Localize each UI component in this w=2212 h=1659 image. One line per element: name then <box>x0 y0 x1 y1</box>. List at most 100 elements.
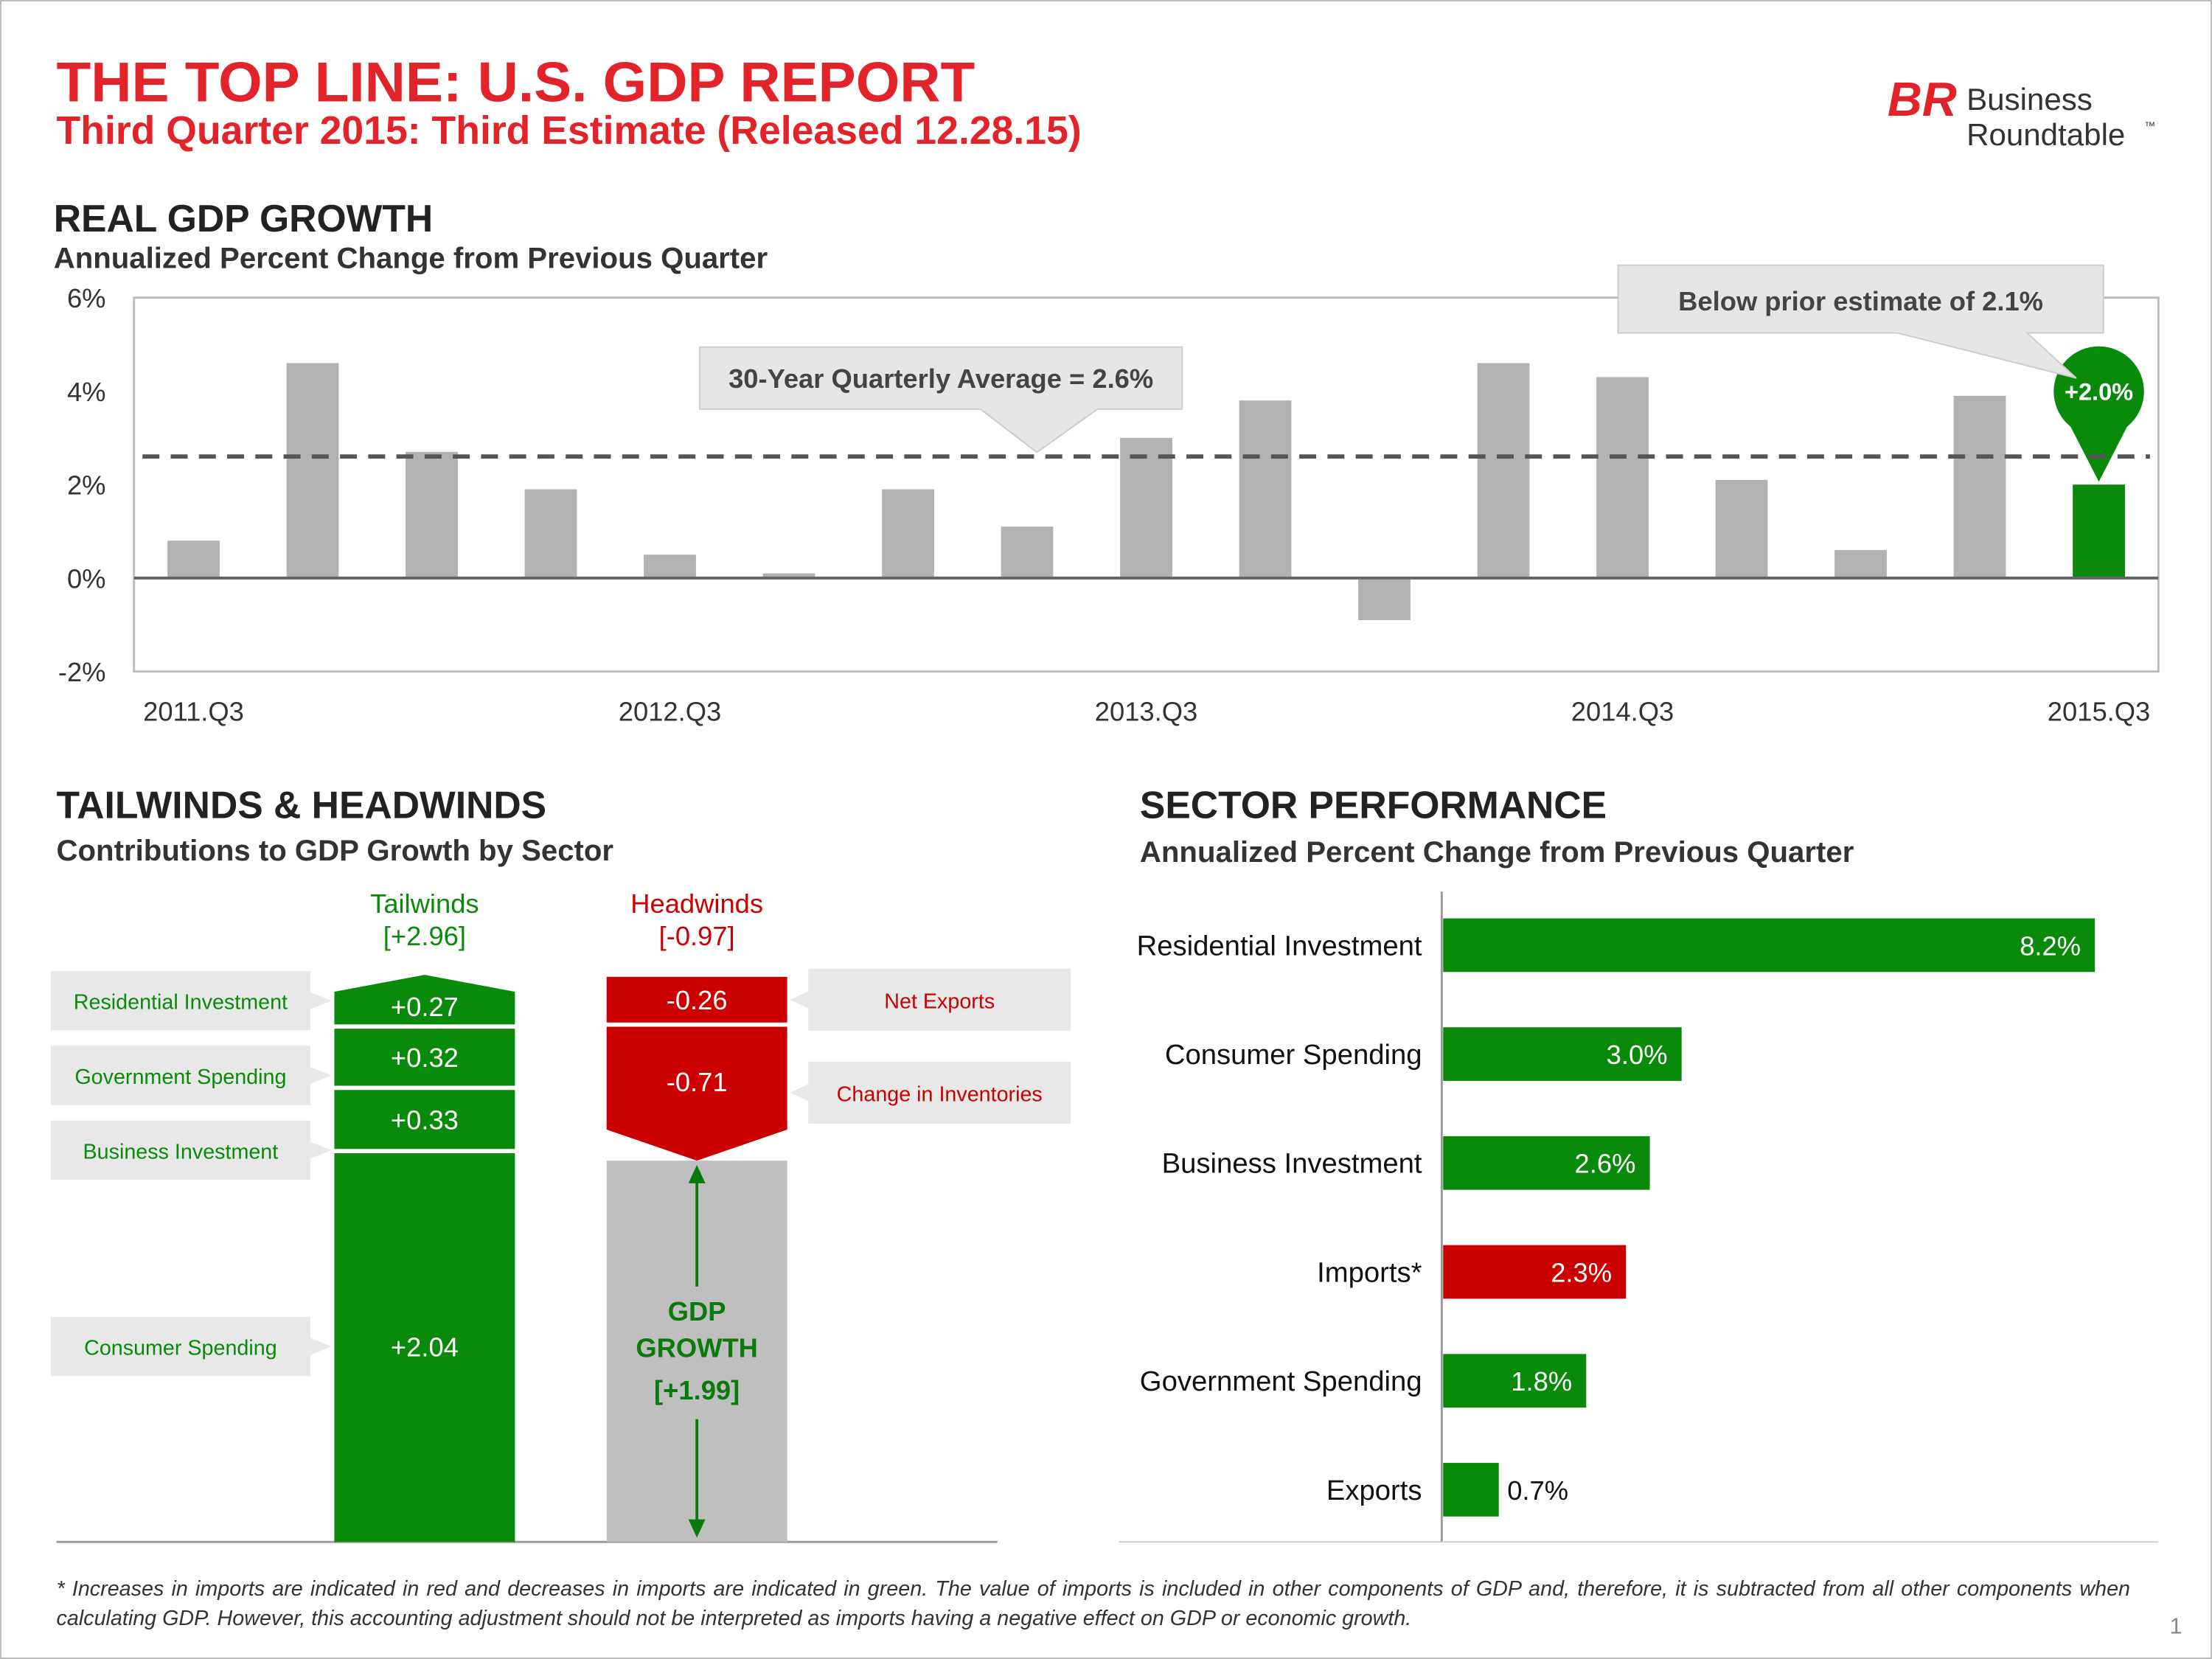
callout-box <box>50 1120 310 1180</box>
reference-callout <box>699 346 1183 453</box>
logo-line1: Business <box>1966 82 2093 116</box>
footnote: * Increases in imports are indicated in … <box>56 1577 2131 1631</box>
bar <box>1443 1463 1499 1517</box>
x-tick-label: 2013.Q3 <box>1095 697 1197 727</box>
result-value: [+1.99] <box>654 1375 740 1405</box>
segment-label: +2.04 <box>391 1332 459 1363</box>
category-label: Exports <box>1326 1475 1422 1506</box>
segment-label: +0.27 <box>391 992 459 1022</box>
page-title: THE TOP LINE: U.S. GDP REPORT <box>57 52 975 114</box>
data-label: 3.0% <box>1607 1040 1668 1070</box>
section-title: SECTOR PERFORMANCE <box>1140 784 1607 827</box>
label-pin <box>2070 426 2127 482</box>
bar <box>762 573 815 578</box>
bar <box>286 363 339 578</box>
bar <box>1239 400 1292 578</box>
segment <box>606 1026 787 1161</box>
callout-pointer <box>790 991 809 1009</box>
y-tick-label: 2% <box>67 470 106 501</box>
x-tick-label: 2012.Q3 <box>619 697 721 727</box>
section-subtitle: Annualized Percent Change from Previous … <box>1140 835 1854 869</box>
y-tick-label: 0% <box>67 563 106 594</box>
category-label: Consumer Spending <box>1165 1039 1422 1071</box>
callout-box <box>50 1046 310 1105</box>
result-arrow-head <box>688 1519 706 1538</box>
x-tick-label: 2014.Q3 <box>1571 697 1674 727</box>
callout-pointer <box>310 1338 332 1355</box>
bar <box>1443 1135 1650 1190</box>
bar <box>1443 1027 1682 1081</box>
bar <box>1477 363 1530 578</box>
reference-label: 30-Year Quarterly Average = 2.6% <box>728 364 1153 394</box>
segment <box>334 1090 515 1150</box>
x-tick-label: 2011.Q3 <box>143 697 244 727</box>
callout-pointer <box>310 992 332 1009</box>
data-label: 2.3% <box>1551 1257 1612 1287</box>
callout-label: Business Investment <box>83 1140 279 1164</box>
callout-pointer <box>790 1084 809 1102</box>
category-label: Government Spending <box>1140 1366 1422 1397</box>
callout-box <box>808 968 1071 1031</box>
page-subtitle: Third Quarter 2015: Third Estimate (Rele… <box>57 109 1082 153</box>
bar <box>524 489 577 578</box>
callout-label: Residential Investment <box>74 991 288 1015</box>
section-subtitle: Contributions to GDP Growth by Sector <box>57 834 614 867</box>
bar <box>1596 377 1649 578</box>
segment <box>334 1029 515 1086</box>
data-label: 8.2% <box>2020 931 2081 961</box>
bar <box>1715 479 1768 578</box>
category-label: Business Investment <box>1162 1148 1422 1180</box>
x-tick-label: 2015.Q3 <box>2048 697 2150 727</box>
page-number: 1 <box>2170 1614 2183 1639</box>
logo-line2: Roundtable <box>1966 117 2125 152</box>
segment-label: +0.32 <box>391 1043 459 1073</box>
logo-trademark: ™ <box>2144 120 2155 133</box>
bar <box>1120 437 1172 578</box>
annotation-callout <box>1617 264 2104 379</box>
section-title: TAILWINDS & HEADWINDS <box>57 784 547 827</box>
callout-box <box>50 1316 310 1377</box>
bar <box>644 554 696 578</box>
column-name: Headwinds <box>630 888 763 919</box>
plot-frame <box>133 296 2160 673</box>
segment <box>606 976 787 1023</box>
y-tick-label: 4% <box>67 377 106 407</box>
section-subtitle: Annualized Percent Change from Previous … <box>54 242 768 275</box>
segment-label: +0.33 <box>391 1105 459 1135</box>
data-label: 2.6% <box>1575 1149 1636 1179</box>
segment <box>334 1152 515 1543</box>
bar <box>167 540 220 578</box>
section-title: REAL GDP GROWTH <box>54 197 434 240</box>
bar <box>882 489 934 578</box>
result-name: GDP GROWTH <box>636 1298 758 1365</box>
column-name: Tailwinds <box>370 888 479 919</box>
category-label: Residential Investment <box>1137 930 1422 961</box>
y-tick-label: 6% <box>67 283 106 313</box>
bar <box>1001 526 1054 578</box>
footnote-box: * Increases in imports are indicated in … <box>56 1577 2131 1631</box>
callout-pointer <box>310 1067 332 1085</box>
segment-label: -0.71 <box>667 1067 728 1097</box>
annotation: Below prior estimate of 2.1% <box>1678 286 2043 316</box>
category-label: Imports* <box>1317 1256 1422 1288</box>
segment <box>334 975 515 1025</box>
bar <box>1358 577 1411 620</box>
callout-label: Change in Inventories <box>837 1082 1043 1106</box>
data-label: +2.0% <box>2065 378 2133 405</box>
bar <box>406 451 458 578</box>
logo-mark: BR <box>1888 72 1957 126</box>
callout-label: Net Exports <box>884 990 995 1013</box>
column-total: [+2.96] <box>383 921 466 951</box>
bar <box>1443 1245 1627 1299</box>
bar <box>1834 549 1887 578</box>
data-label: 1.8% <box>1511 1366 1572 1397</box>
bar <box>1443 918 2096 973</box>
segment-label: -0.26 <box>667 985 728 1015</box>
bar <box>1953 395 2006 578</box>
callout-box <box>50 970 310 1031</box>
result-name-box: GDP GROWTH <box>636 1298 758 1365</box>
callout-box <box>808 1061 1071 1124</box>
callout-label: Consumer Spending <box>84 1337 277 1360</box>
